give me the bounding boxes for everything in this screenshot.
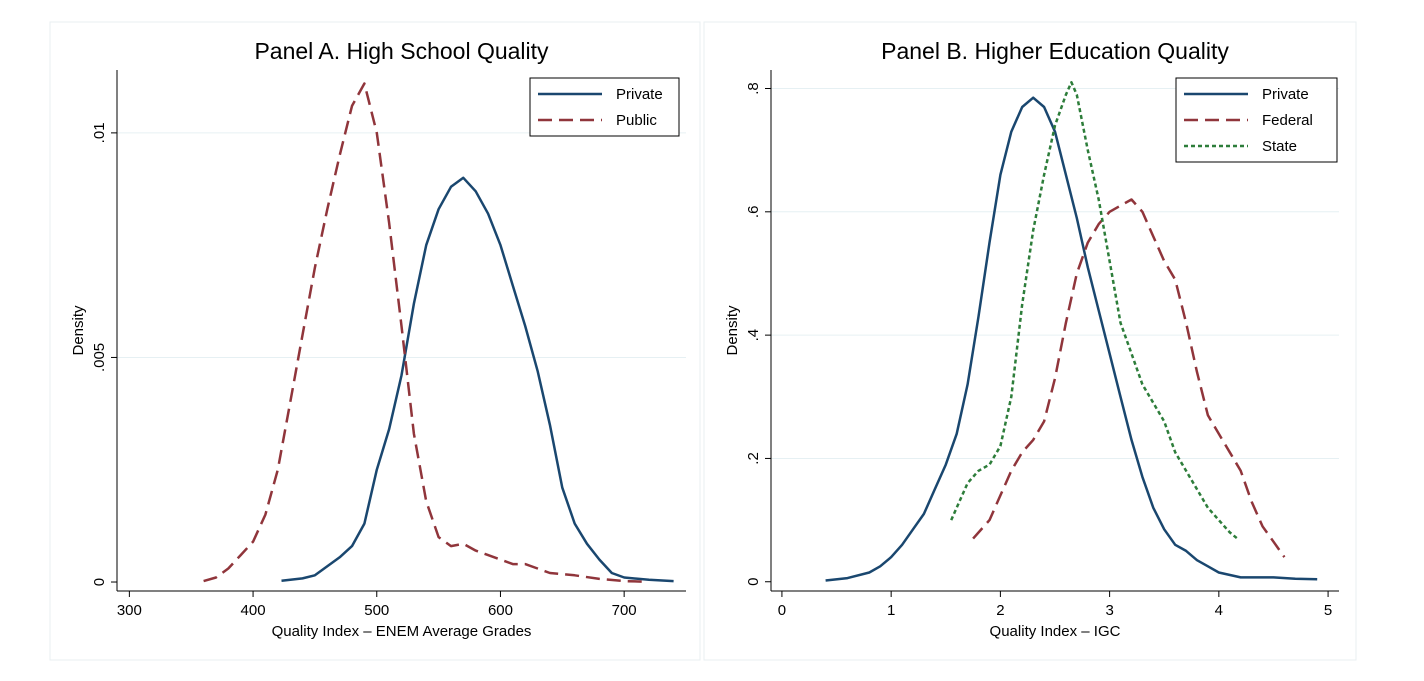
x-axis-title: Quality Index – IGC xyxy=(990,623,1121,640)
x-tick-label: 500 xyxy=(364,602,389,619)
series-line-private xyxy=(825,96,1318,582)
y-tick-label: .01 xyxy=(91,122,108,143)
y-axis-title: Density xyxy=(70,305,87,356)
legend-label-federal: Federal xyxy=(1262,112,1313,129)
legend: Private Federal State xyxy=(1175,77,1338,163)
panel-a: 300 400 500 600 700 0 .005 .01 Panel A. High Sch… xyxy=(49,21,701,661)
series-line-private xyxy=(281,176,674,583)
legend-box xyxy=(1175,77,1338,163)
x-tick-label: 1 xyxy=(887,602,895,619)
y-tick-label: .2 xyxy=(745,452,762,465)
y-axis-title: Density xyxy=(724,305,741,356)
x-tick-label: 4 xyxy=(1215,602,1223,619)
series-line-public xyxy=(203,82,643,583)
series-line-federal xyxy=(972,198,1286,558)
y-tick-label: .005 xyxy=(91,343,108,372)
x-tick-label: 2 xyxy=(996,602,1004,619)
y-tick-label: .4 xyxy=(745,329,762,342)
y-tick-label: 0 xyxy=(745,578,762,586)
x-tick-label: 3 xyxy=(1105,602,1113,619)
legend-label-state: State xyxy=(1262,138,1297,155)
x-tick-label: 0 xyxy=(778,602,786,619)
y-tick-label: .6 xyxy=(745,206,762,219)
legend-box xyxy=(529,77,680,137)
legend: Private Public xyxy=(529,77,680,137)
x-tick-label: 600 xyxy=(488,602,513,619)
legend-label-private: Private xyxy=(616,86,663,103)
x-tick-label: 700 xyxy=(612,602,637,619)
legend-label-public: Public xyxy=(616,112,657,129)
y-tick-label: .8 xyxy=(745,82,762,95)
chart-title: Panel A. High School Quality xyxy=(254,38,549,64)
x-tick-label: 5 xyxy=(1324,602,1332,619)
x-tick-label: 300 xyxy=(117,602,142,619)
legend-label-private: Private xyxy=(1262,86,1309,103)
panel-b: 0 1 2 3 4 5 0 .2 .4 .6 .8 Panel B. Higher Education… xyxy=(703,21,1357,661)
x-tick-label: 400 xyxy=(241,602,266,619)
chart-title: Panel B. Higher Education Quality xyxy=(881,38,1229,64)
y-tick-label: 0 xyxy=(91,578,108,586)
x-axis-title: Quality Index – ENEM Average Grades xyxy=(272,623,532,640)
